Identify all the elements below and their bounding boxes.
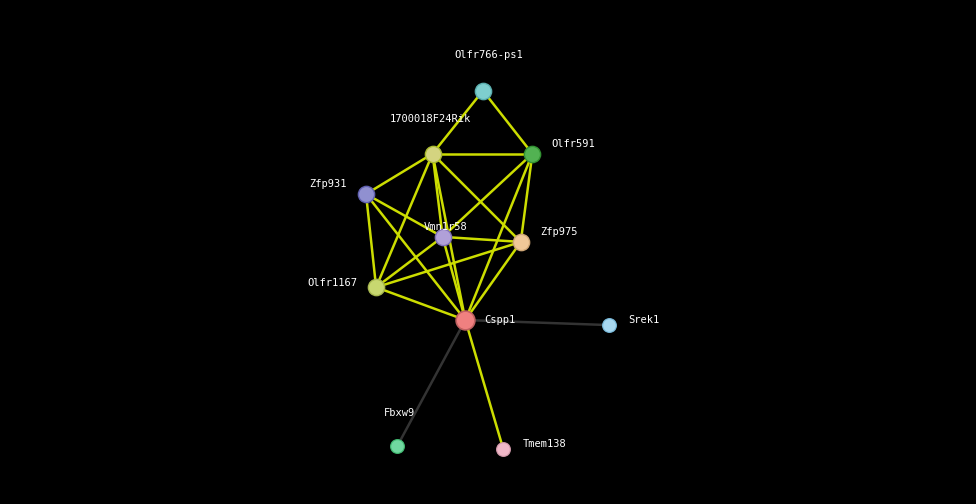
Point [389, 442, 405, 450]
Point [368, 283, 384, 291]
Point [524, 150, 540, 158]
Text: Zfp931: Zfp931 [309, 179, 346, 189]
Point [425, 150, 440, 158]
Point [358, 190, 374, 198]
Point [513, 238, 529, 246]
Text: Srek1: Srek1 [629, 315, 660, 325]
Text: Vmn1r58: Vmn1r58 [424, 222, 468, 232]
Point [389, 442, 405, 450]
Text: Tmem138: Tmem138 [522, 438, 566, 449]
Point [458, 316, 473, 324]
Text: Olfr591: Olfr591 [551, 139, 595, 149]
Point [425, 150, 440, 158]
Point [358, 190, 374, 198]
Point [435, 233, 451, 241]
Text: Olfr766-ps1: Olfr766-ps1 [455, 50, 523, 60]
Text: Zfp975: Zfp975 [540, 227, 578, 237]
Point [495, 445, 510, 453]
Point [524, 150, 540, 158]
Text: Cspp1: Cspp1 [484, 315, 515, 325]
Text: Fbxw9: Fbxw9 [385, 408, 416, 418]
Point [368, 283, 384, 291]
Text: 1700018F24Rik: 1700018F24Rik [389, 114, 470, 124]
Text: Olfr1167: Olfr1167 [307, 278, 357, 288]
Point [513, 238, 529, 246]
Point [601, 321, 617, 329]
Point [601, 321, 617, 329]
Point [435, 233, 451, 241]
Point [475, 87, 491, 95]
Point [495, 445, 510, 453]
Point [458, 316, 473, 324]
Point [475, 87, 491, 95]
